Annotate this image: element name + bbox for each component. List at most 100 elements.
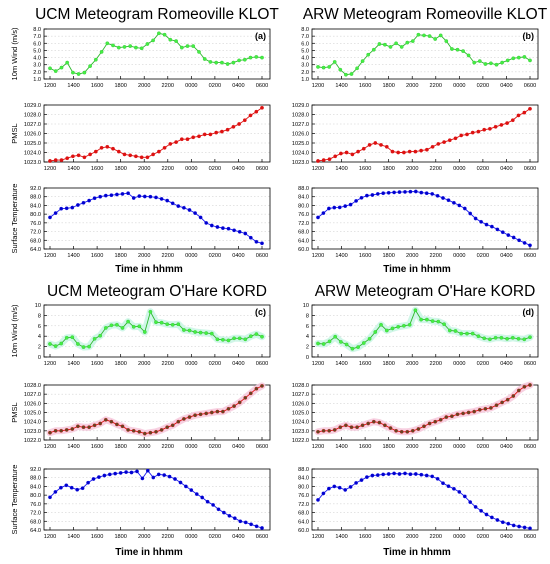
data-point xyxy=(170,423,175,428)
y-tick-label: 76.0 xyxy=(298,493,309,499)
data-point xyxy=(316,215,320,220)
data-point xyxy=(53,69,58,73)
data-point xyxy=(500,60,504,65)
data-point xyxy=(105,41,110,46)
data-point xyxy=(238,519,243,524)
data-point xyxy=(321,211,326,215)
y-tick-label: 1023.0 xyxy=(292,429,309,435)
data-point xyxy=(53,344,58,348)
data-point xyxy=(162,145,167,150)
data-point xyxy=(413,189,418,194)
x-tick-label: 1200 xyxy=(312,444,324,450)
data-point xyxy=(390,326,395,331)
x-tick-label: 1800 xyxy=(114,166,126,172)
data-point xyxy=(522,384,527,389)
x-tick-label: 0200 xyxy=(209,361,221,367)
data-point xyxy=(350,152,355,157)
data-point xyxy=(321,491,326,496)
y-tick-label: 6 xyxy=(306,324,309,330)
y-tick-label: 80.0 xyxy=(298,203,309,209)
data-point xyxy=(457,490,462,494)
y-tick-label: 1028.0 xyxy=(292,113,309,119)
data-point xyxy=(321,428,326,433)
data-point xyxy=(511,235,516,240)
data-point xyxy=(198,330,203,335)
x-tick-label: 0200 xyxy=(477,534,489,540)
data-point xyxy=(97,475,101,479)
data-point xyxy=(92,196,97,201)
x-tick-label: 1600 xyxy=(359,444,371,450)
data-point xyxy=(156,472,161,477)
data-point xyxy=(441,196,445,200)
data-point xyxy=(468,211,473,216)
data-point xyxy=(197,50,201,54)
data-point xyxy=(390,149,395,154)
data-point xyxy=(151,475,156,480)
data-point xyxy=(452,200,456,205)
data-point xyxy=(472,60,477,65)
data-point xyxy=(242,57,247,62)
data-point xyxy=(433,419,438,424)
x-tick-label: 0200 xyxy=(209,83,221,89)
data-point xyxy=(413,149,418,154)
data-point xyxy=(254,332,259,336)
data-point xyxy=(332,205,337,210)
data-point xyxy=(137,324,142,329)
y-tick-label: 1022.0 xyxy=(292,438,309,444)
data-point xyxy=(377,42,382,46)
data-point xyxy=(232,516,237,521)
data-point xyxy=(528,243,532,248)
x-tick-label: 0000 xyxy=(185,361,197,367)
data-point xyxy=(76,72,81,76)
y-tick-label: 1022.0 xyxy=(24,438,41,444)
data-point xyxy=(126,428,130,432)
data-point xyxy=(444,39,449,43)
data-point xyxy=(120,424,125,429)
data-point xyxy=(505,336,509,341)
x-tick-label: 2000 xyxy=(406,444,418,450)
data-point xyxy=(493,124,498,129)
data-point xyxy=(462,494,467,499)
y-tick-label: 1023.0 xyxy=(24,160,41,166)
data-point xyxy=(260,384,264,388)
data-point xyxy=(231,60,236,65)
x-tick-label: 1400 xyxy=(67,253,79,259)
y-tick-label: 1025.0 xyxy=(292,411,309,417)
data-point xyxy=(48,66,52,71)
data-point xyxy=(53,211,58,215)
data-point xyxy=(356,345,360,349)
data-point xyxy=(226,338,231,343)
data-point xyxy=(148,194,153,199)
y-tick-label: 2 xyxy=(38,345,41,351)
plot-frame xyxy=(311,468,539,531)
data-point xyxy=(227,513,232,518)
y-tick-label: 60.0 xyxy=(298,528,309,534)
data-point xyxy=(528,526,532,531)
data-point xyxy=(237,400,242,405)
x-tick-label: 0200 xyxy=(477,253,489,259)
y-tick-label: 4 xyxy=(38,334,41,340)
x-tick-label: 0400 xyxy=(500,253,512,259)
data-point xyxy=(360,59,365,63)
data-point xyxy=(208,132,213,137)
data-point xyxy=(327,206,331,211)
data-point xyxy=(419,472,424,477)
data-point xyxy=(193,413,197,418)
data-point xyxy=(379,322,383,327)
x-tick-label: 2200 xyxy=(162,83,174,89)
x-tick-label: 2200 xyxy=(430,253,442,259)
data-point xyxy=(455,47,460,52)
data-point xyxy=(350,346,355,351)
data-point xyxy=(222,510,226,515)
data-point xyxy=(131,196,136,200)
y-tick-label: 1023.0 xyxy=(292,160,309,166)
data-point xyxy=(142,330,147,334)
data-point xyxy=(528,335,532,340)
y-axis-label: 10m Wind (m/s) xyxy=(10,304,19,357)
data-point xyxy=(495,518,500,522)
data-point xyxy=(48,342,52,346)
data-point xyxy=(517,524,521,529)
x-tick-label: 2000 xyxy=(138,166,150,172)
x-tick-label: 0600 xyxy=(256,534,268,540)
x-tick-label: 0600 xyxy=(256,361,268,367)
